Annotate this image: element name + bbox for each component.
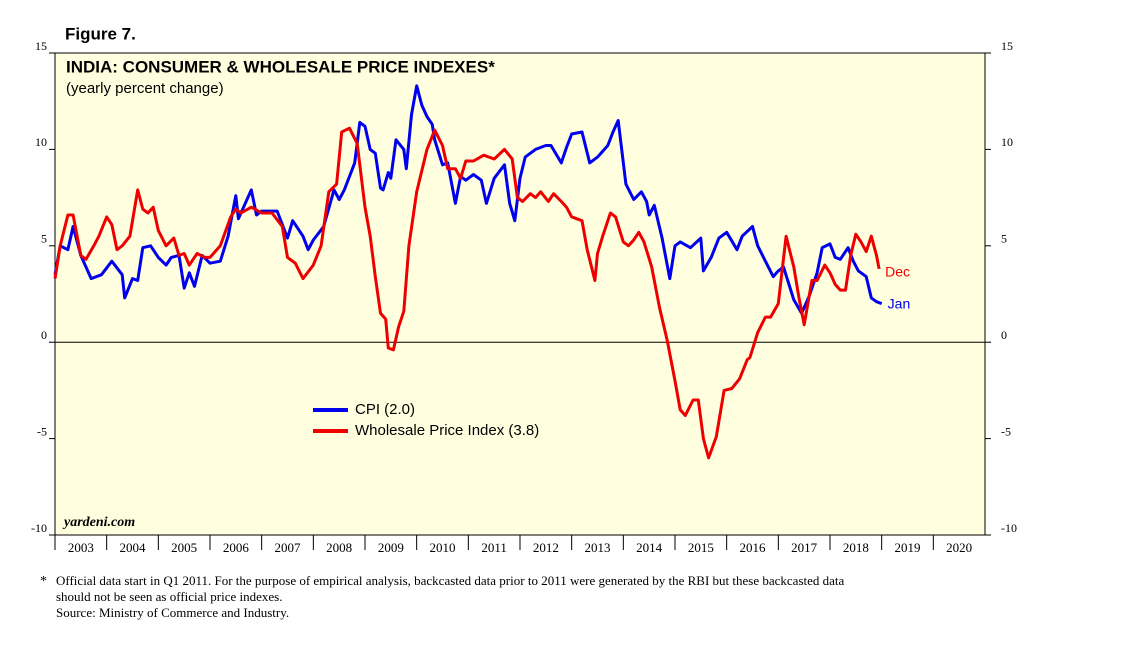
- x-tick-label: 2011: [481, 540, 507, 555]
- y2-tick-label: -5: [1001, 424, 1011, 438]
- y-tick-label: 5: [41, 232, 47, 246]
- x-tick-label: 2018: [843, 540, 869, 555]
- x-tick-label: 2003: [68, 540, 94, 555]
- chart-title: INDIA: CONSUMER & WHOLESALE PRICE INDEXE…: [66, 57, 495, 76]
- x-tick-label: 2020: [946, 540, 972, 555]
- x-tick-label: 2004: [120, 540, 147, 555]
- figure-label: Figure 7.: [65, 24, 136, 43]
- y-tick-label: 0: [41, 328, 47, 342]
- y-tick-label: -5: [37, 424, 47, 438]
- note: Source: Ministry of Commerce and Industr…: [56, 605, 289, 620]
- series-line: [53, 126, 881, 460]
- y-tick-label: -10: [31, 521, 47, 535]
- x-tick-label: 2014: [636, 540, 663, 555]
- legend-label: CPI (2.0): [355, 401, 415, 418]
- x-tick-label: 2013: [585, 540, 611, 555]
- x-tick-label: 2019: [895, 540, 921, 555]
- x-tick-label: 2012: [533, 540, 559, 555]
- y2-tick-label: 5: [1001, 232, 1007, 246]
- x-tick-label: 2005: [171, 540, 197, 555]
- note-marker: *: [40, 574, 47, 589]
- note: Official data start in Q1 2011. For the …: [56, 573, 845, 588]
- x-tick-label: 2015: [688, 540, 714, 555]
- legend-label: Wholesale Price Index (3.8): [355, 422, 539, 439]
- y2-tick-label: 10: [1001, 135, 1013, 149]
- x-tick-label: 2007: [275, 540, 302, 555]
- plot-area: [54, 52, 986, 536]
- source-mark: yardeni.com: [62, 515, 135, 530]
- y-tick-label: 10: [35, 135, 47, 149]
- x-tick-label: 2009: [378, 540, 404, 555]
- end-label: Jan: [888, 295, 911, 311]
- y-tick-label: 15: [35, 39, 47, 53]
- x-tick-label: 2016: [740, 540, 767, 555]
- note: should not be seen as official price ind…: [56, 589, 282, 604]
- x-tick-label: 2010: [430, 540, 456, 555]
- y2-tick-label: 0: [1001, 328, 1007, 342]
- y2-tick-label: 15: [1001, 39, 1013, 53]
- x-tick-label: 2006: [223, 540, 250, 555]
- y2-tick-label: -10: [1001, 521, 1017, 535]
- x-tick-label: 2008: [326, 540, 352, 555]
- chart-subtitle: (yearly percent change): [66, 80, 224, 97]
- end-label: Dec: [885, 264, 910, 280]
- x-tick-label: 2017: [791, 540, 818, 555]
